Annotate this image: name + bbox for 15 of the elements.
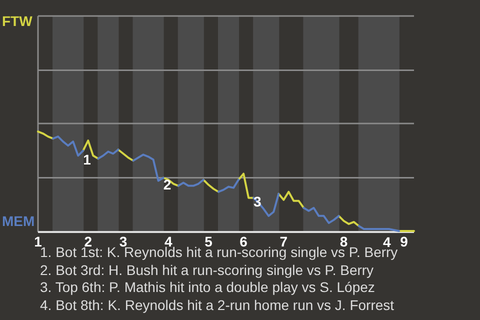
x-tick-label: 2	[84, 233, 92, 250]
x-tick-label: 4	[164, 233, 172, 250]
x-tick-label: 1	[34, 233, 42, 250]
annotation: 1	[83, 152, 92, 168]
x-tick-label: 5	[204, 233, 213, 250]
text: 4. Bot 8th: K. Reynolds hit a 2-run home run vs J. Forrest	[40, 296, 396, 314]
annotation: 2	[163, 176, 172, 193]
x-tick-label: 8	[340, 233, 348, 250]
text: FTW	[2, 12, 34, 29]
text: MEM	[2, 212, 35, 229]
text: 2. Bot 3rd: H. Bush hit a run-scoring single vs P. Berry	[40, 262, 375, 279]
x-tick-label: 6	[240, 233, 248, 250]
text: 3. Top 6th: P. Mathis hit into a double play vs S. López	[40, 279, 376, 296]
x-tick-label: 7	[280, 233, 288, 250]
x-tick-label: 9	[400, 233, 408, 250]
